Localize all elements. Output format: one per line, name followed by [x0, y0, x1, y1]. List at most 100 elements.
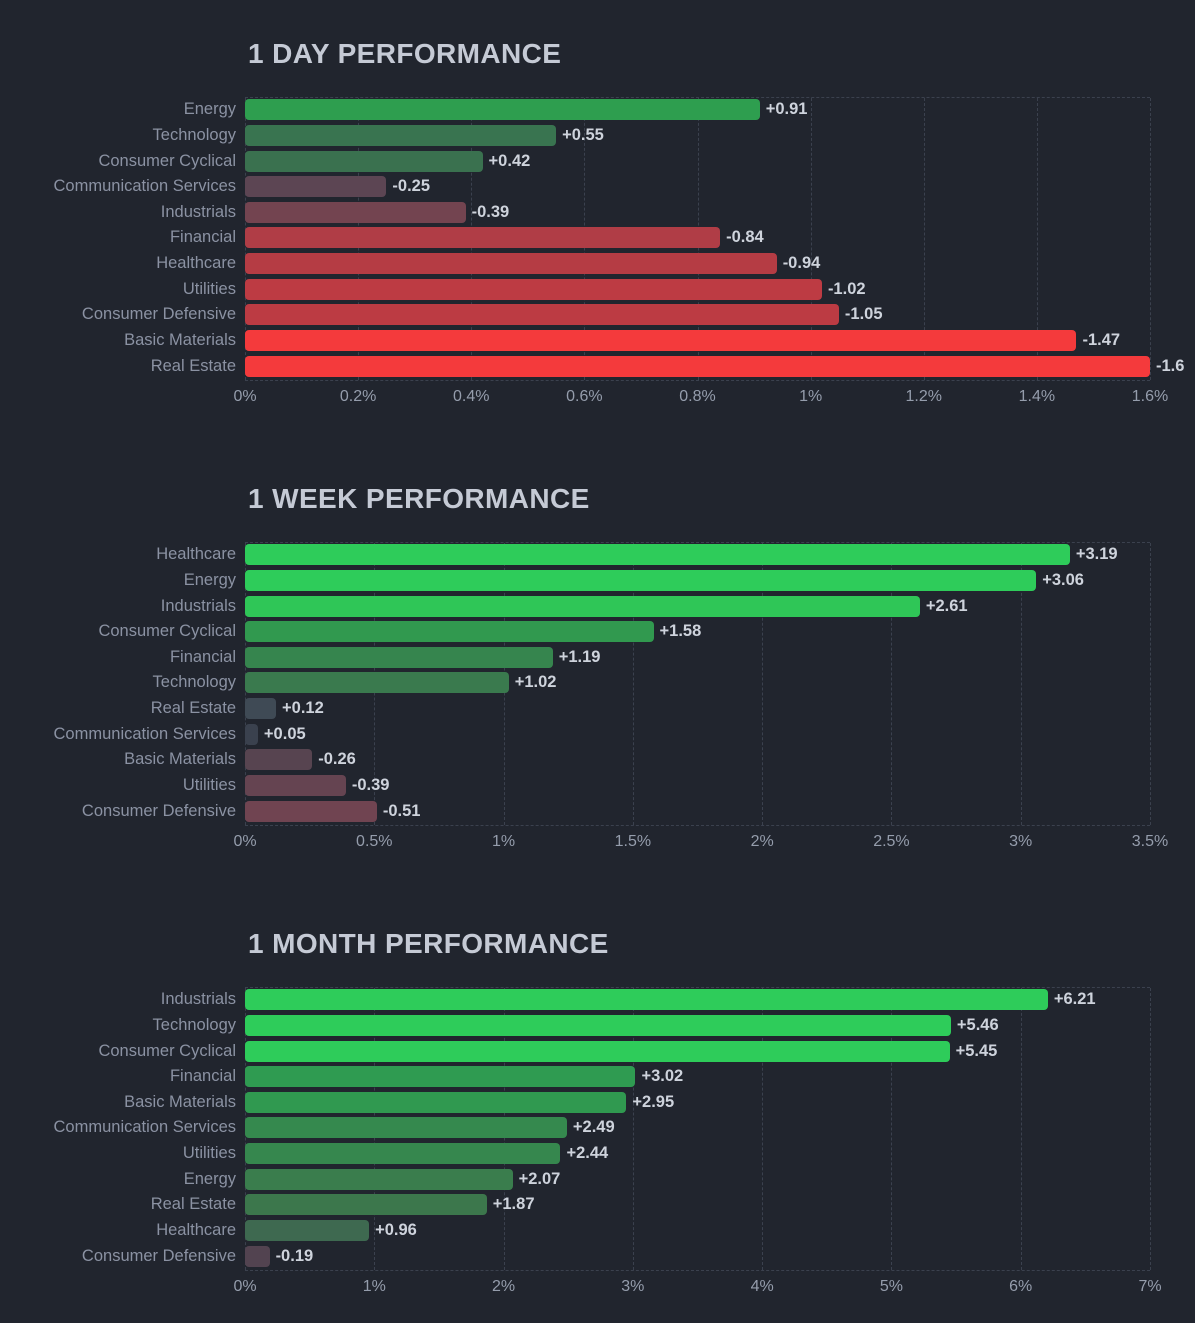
gridline [1020, 988, 1022, 1270]
perf-bar[interactable] [245, 150, 483, 172]
perf-bar[interactable] [245, 698, 277, 720]
bar-track: +2.44 [245, 1143, 1150, 1165]
bar-row: Utilities +2.44 [0, 1141, 1195, 1167]
axis-tick: 1.5% [614, 833, 652, 850]
bar-chart-1month: Industrials +6.21 Technology +5.46 Consumer … [0, 987, 1195, 1298]
bar-row: Energy +0.91 [0, 97, 1195, 123]
category-label: Utilities [182, 1144, 236, 1163]
perf-bar[interactable] [245, 1091, 627, 1113]
perf-bar[interactable] [245, 1066, 636, 1088]
bar-row: Consumer Defensive -0.51 [0, 798, 1195, 824]
perf-bar[interactable] [245, 176, 387, 198]
perf-bar[interactable] [245, 723, 258, 745]
bar-row: Technology +1.02 [0, 670, 1195, 696]
perf-bar[interactable] [245, 1194, 487, 1216]
bar-track: +3.19 [245, 544, 1150, 566]
gridline [891, 988, 893, 1270]
bar-track: -0.39 [245, 201, 1150, 223]
perf-bar[interactable] [245, 99, 760, 121]
axis-tick: 3% [1009, 833, 1033, 850]
perf-bar[interactable] [245, 646, 553, 668]
axis-tick: 1% [492, 833, 516, 850]
bar-value-label: +0.05 [263, 724, 306, 743]
bar-row: Utilities -1.02 [0, 276, 1195, 302]
category-label: Healthcare [156, 1220, 236, 1239]
perf-bar[interactable] [245, 329, 1077, 351]
perf-bar[interactable] [245, 544, 1070, 566]
category-label: Communication Services [53, 177, 236, 196]
gridline [1150, 98, 1151, 380]
bar-value-label: -1.47 [1082, 330, 1121, 349]
bar-value-label: -1.6 [1156, 356, 1185, 375]
bar-row: Basic Materials +2.95 [0, 1090, 1195, 1116]
bar-track: +0.55 [245, 124, 1150, 146]
chart-section-1week: 1 WEEK PERFORMANCE Healthcare +3.19 Energy… [0, 485, 1195, 853]
gridline [632, 543, 634, 825]
perf-bar[interactable] [245, 1040, 950, 1062]
bar-value-label: +6.21 [1053, 990, 1096, 1009]
bar-value-label: -0.19 [275, 1246, 314, 1265]
bar-value-label: +0.96 [375, 1220, 417, 1239]
bar-track: -0.39 [245, 774, 1150, 796]
chart-title-1month: 1 MONTH PERFORMANCE [248, 928, 609, 959]
perf-bar[interactable] [245, 1014, 951, 1036]
perf-bar[interactable] [245, 201, 466, 223]
bar-track: -1.47 [245, 329, 1150, 351]
gridline [810, 98, 812, 380]
perf-bar[interactable] [245, 800, 377, 822]
bar-track: +0.12 [245, 698, 1150, 720]
perf-bar[interactable] [245, 227, 721, 249]
perf-bar[interactable] [245, 749, 313, 771]
bar-row: Consumer Cyclical +0.42 [0, 148, 1195, 174]
plot-area: Healthcare +3.19 Energy +3.06 Industrials +2.… [0, 542, 1195, 824]
bar-track: -1.05 [245, 304, 1150, 326]
perf-bar[interactable] [245, 989, 1048, 1011]
perf-bar[interactable] [245, 569, 1037, 591]
bar-track: +3.06 [245, 569, 1150, 591]
bar-track: -0.25 [245, 176, 1150, 198]
axis-tick: 3% [621, 1278, 645, 1295]
perf-bar[interactable] [245, 1143, 561, 1165]
perf-bar[interactable] [245, 774, 346, 796]
gridline [632, 988, 634, 1270]
bar-row: Communication Services -0.25 [0, 174, 1195, 200]
category-label: Utilities [182, 279, 236, 298]
perf-bar[interactable] [245, 124, 557, 146]
bar-track: +1.02 [245, 672, 1150, 694]
bar-track: -0.84 [245, 227, 1150, 249]
perf-bar[interactable] [245, 1168, 513, 1190]
perf-bar[interactable] [245, 1219, 370, 1241]
bar-track: -0.51 [245, 800, 1150, 822]
perf-bar[interactable] [245, 355, 1150, 377]
perf-bar[interactable] [245, 253, 777, 275]
perf-bar[interactable] [245, 595, 920, 617]
x-axis: 0% 0.2% 0.4% 0.6% 0.8% 1% 1.2% 1.4% 1.6% [233, 388, 1168, 408]
bar-value-label: +3.02 [641, 1067, 684, 1086]
bar-value-label: +0.91 [765, 100, 808, 119]
category-label: Basic Materials [124, 750, 236, 769]
bar-track: +0.42 [245, 150, 1150, 172]
bar-value-label: -0.39 [471, 202, 510, 221]
category-label: Technology [152, 125, 236, 144]
bar-row: Basic Materials -0.26 [0, 747, 1195, 773]
perf-bar[interactable] [245, 672, 509, 694]
bar-row: Consumer Defensive -0.19 [0, 1243, 1195, 1269]
perf-bar[interactable] [245, 1245, 270, 1267]
bar-value-label: -0.39 [351, 775, 390, 794]
category-label: Energy [183, 570, 236, 589]
gridline [1036, 98, 1038, 380]
bar-row: Industrials -0.39 [0, 200, 1195, 226]
axis-tick: 1% [362, 1278, 386, 1295]
perf-bar[interactable] [245, 278, 822, 300]
bar-value-label: +0.12 [282, 699, 324, 718]
perf-bar[interactable] [245, 304, 839, 326]
gridline [1020, 543, 1022, 825]
perf-bar[interactable] [245, 621, 654, 643]
category-label: Consumer Cyclical [98, 1041, 236, 1060]
bar-row: Financial -0.84 [0, 225, 1195, 251]
category-label: Technology [152, 673, 236, 692]
perf-bar[interactable] [245, 1117, 567, 1139]
bar-row: Technology +5.46 [0, 1013, 1195, 1039]
bar-track: +3.02 [245, 1066, 1150, 1088]
bar-value-label: -1.02 [827, 279, 866, 298]
